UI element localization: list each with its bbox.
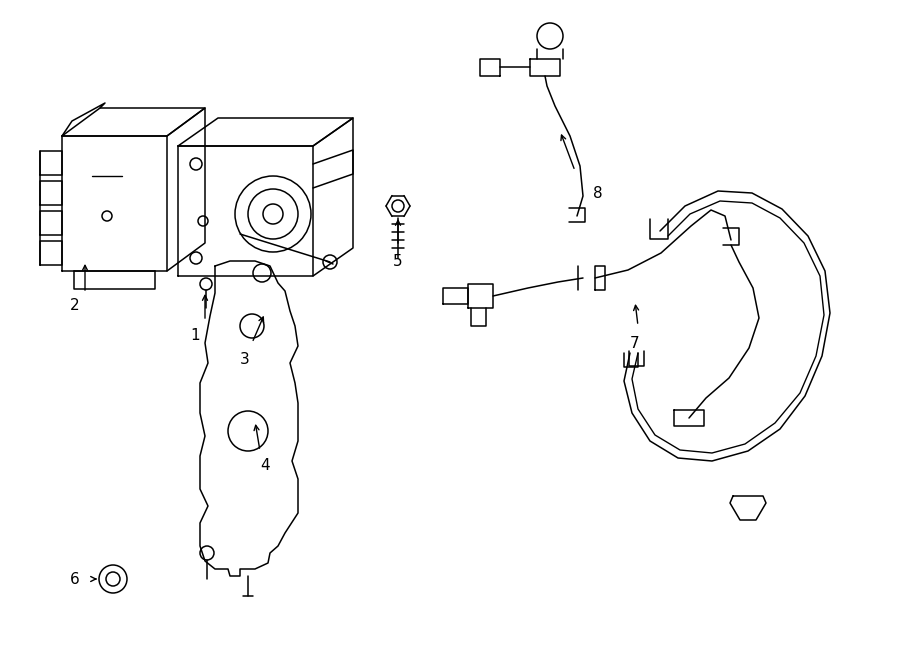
Text: 6: 6 — [70, 572, 80, 586]
Text: 5: 5 — [393, 254, 403, 268]
Text: 4: 4 — [260, 459, 270, 473]
Text: 1: 1 — [190, 329, 200, 344]
Text: 7: 7 — [630, 336, 640, 350]
Text: 2: 2 — [70, 299, 80, 313]
Text: 3: 3 — [240, 352, 250, 366]
Text: 8: 8 — [593, 186, 603, 200]
